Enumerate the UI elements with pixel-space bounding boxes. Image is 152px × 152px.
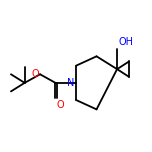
Text: O: O	[56, 100, 64, 110]
Text: N: N	[67, 78, 74, 88]
Text: O: O	[31, 69, 39, 79]
Text: OH: OH	[118, 37, 133, 47]
